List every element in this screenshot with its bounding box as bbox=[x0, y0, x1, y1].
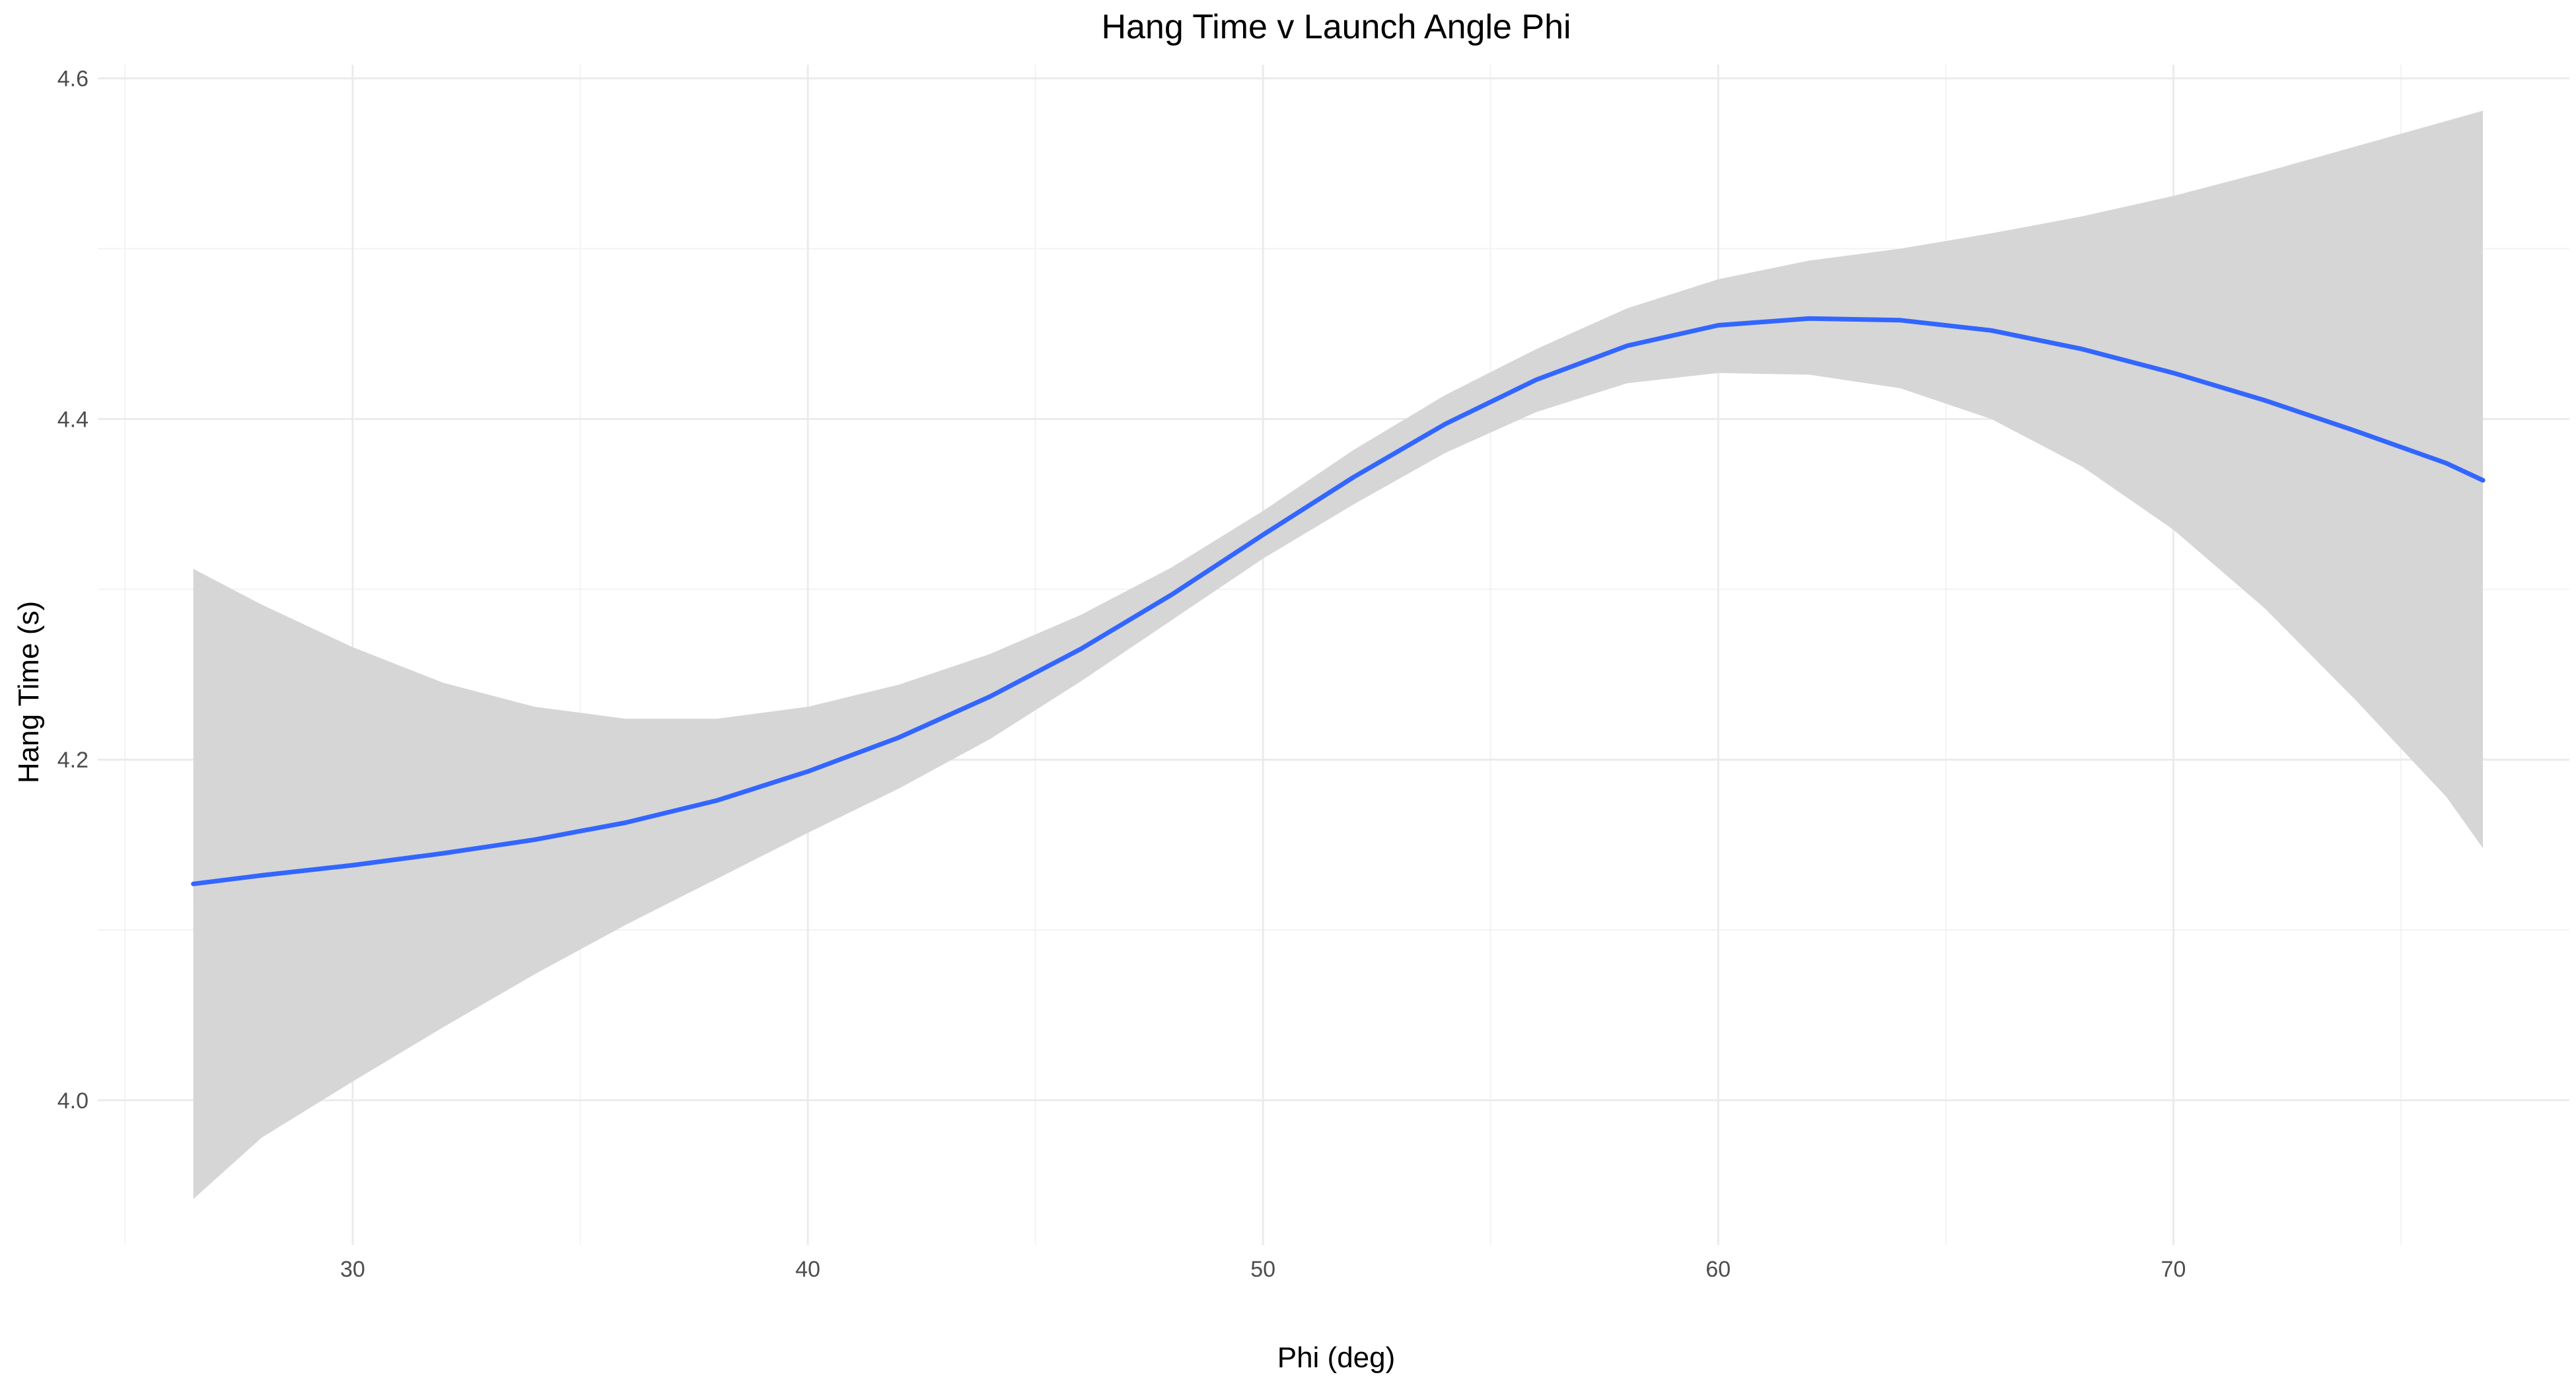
y-tick-label: 4.0 bbox=[57, 1088, 89, 1114]
confidence-ribbon bbox=[193, 110, 2484, 1199]
x-axis-ticks: 30 40 50 60 70 bbox=[340, 1257, 2186, 1282]
y-axis-ticks: 4.0 4.2 4.4 4.6 bbox=[57, 67, 89, 1114]
x-tick-label: 30 bbox=[340, 1257, 365, 1282]
x-tick-label: 70 bbox=[2161, 1257, 2186, 1282]
x-tick-label: 50 bbox=[1250, 1257, 1275, 1282]
x-tick-label: 60 bbox=[1705, 1257, 1731, 1282]
y-tick-label: 4.6 bbox=[57, 67, 89, 92]
y-tick-label: 4.2 bbox=[57, 748, 89, 773]
smooth-fit-line bbox=[191, 316, 2486, 886]
chart-title: Hang Time v Launch Angle Phi bbox=[1101, 8, 1571, 46]
x-tick-label: 40 bbox=[795, 1257, 820, 1282]
y-axis-title: Hang Time (s) bbox=[13, 601, 45, 783]
y-tick-label: 4.4 bbox=[57, 407, 89, 432]
x-axis-title: Phi (deg) bbox=[1277, 1341, 1396, 1374]
